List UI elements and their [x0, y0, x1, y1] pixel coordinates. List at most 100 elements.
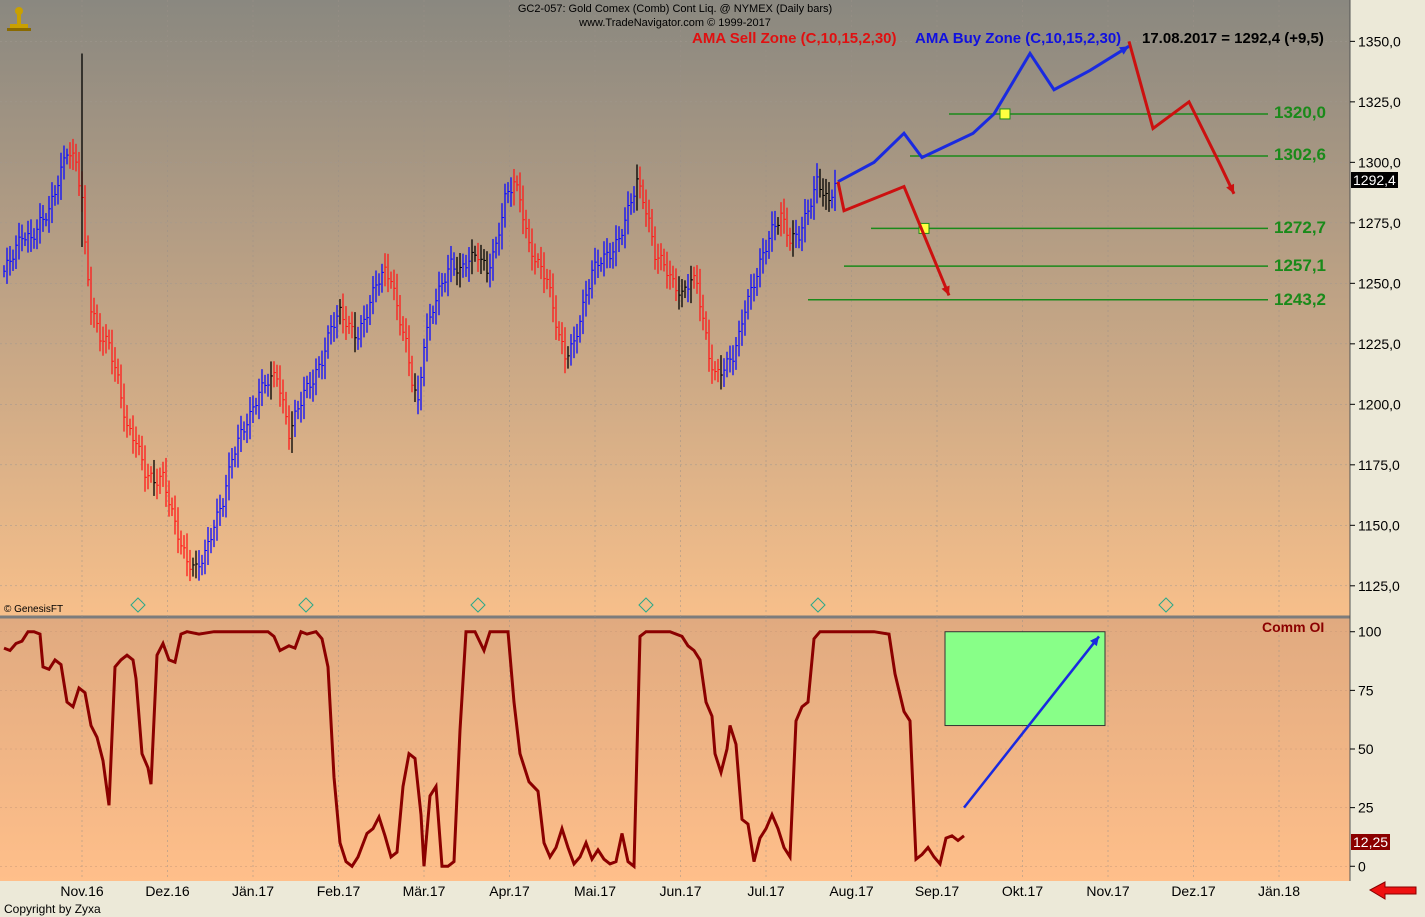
price-bar	[534, 243, 537, 275]
price-bar	[186, 533, 189, 577]
price-bar	[21, 224, 24, 252]
price-bar	[549, 269, 552, 298]
indicator-forecast-arrow	[963, 635, 1100, 809]
price-bar	[786, 207, 789, 247]
price-bar	[249, 397, 252, 440]
indicator-y-tick-label: 25	[1358, 800, 1374, 816]
price-bar	[387, 253, 390, 293]
price-bar	[624, 207, 627, 249]
price-bar	[30, 219, 33, 252]
price-bar	[420, 366, 423, 411]
price-bar	[339, 299, 342, 325]
x-tick-label: Okt.17	[1002, 883, 1043, 899]
indicator-line	[3, 629, 965, 870]
price-bar	[465, 254, 468, 277]
price-bar	[159, 467, 162, 494]
price-bar	[129, 418, 132, 436]
price-bar	[369, 295, 372, 326]
price-bar	[342, 293, 345, 334]
price-bar	[36, 219, 39, 250]
price-bar	[243, 421, 246, 441]
indicator-forecast-arrow-head	[1090, 636, 1099, 647]
price-bar	[699, 268, 702, 322]
price-bar	[657, 243, 660, 274]
price-bar	[588, 279, 591, 305]
price-bar	[825, 178, 828, 210]
price-bar	[42, 205, 45, 232]
price-bar	[156, 468, 159, 500]
price-bar	[639, 166, 642, 199]
price-bar	[264, 374, 267, 394]
price-bar	[135, 426, 138, 458]
price-bar	[555, 295, 558, 340]
price-bar	[384, 253, 387, 287]
y-tick-label: 1325,0	[1358, 94, 1401, 110]
r-marker-icon	[130, 597, 146, 613]
date-axis-bg	[0, 881, 1350, 917]
price-bar	[282, 379, 285, 414]
price-bar	[828, 182, 831, 212]
price-bar	[492, 238, 495, 281]
price-bar	[753, 273, 756, 302]
price-bar	[336, 305, 339, 339]
price-bar	[354, 312, 357, 353]
r-marker-icon	[470, 597, 486, 613]
price-bar	[567, 346, 570, 369]
price-bar	[804, 198, 807, 243]
price-bar	[393, 269, 396, 301]
scroll-right-arrow-icon[interactable]	[1368, 881, 1417, 900]
price-bar	[225, 474, 228, 518]
price-bar	[408, 325, 411, 377]
price-bar	[648, 199, 651, 233]
x-tick-label: Apr.17	[489, 883, 530, 899]
price-bar	[183, 535, 186, 559]
price-bar	[708, 319, 711, 372]
x-tick-label: Nov.16	[60, 883, 104, 899]
price-bar	[681, 279, 684, 308]
forecast-up-arrow	[837, 44, 1130, 184]
price-bar	[201, 554, 204, 576]
price-bar	[813, 176, 816, 220]
price-bar	[519, 172, 522, 213]
price-bar	[177, 507, 180, 554]
y-tick-label: 1150,0	[1358, 517, 1400, 533]
x-tick-label: Jul.17	[747, 883, 785, 899]
price-bar	[630, 193, 633, 215]
genesis-label: © GenesisFT	[4, 604, 64, 615]
price-bar	[9, 246, 12, 276]
price-bar	[234, 446, 237, 468]
price-bar	[144, 445, 147, 492]
price-bar	[231, 448, 234, 479]
price-bar	[792, 220, 795, 257]
price-bar	[435, 288, 438, 325]
y-tick-label: 1300,0	[1358, 154, 1401, 170]
price-bar	[609, 242, 612, 269]
price-bar	[816, 163, 819, 204]
price-bar	[294, 399, 297, 438]
price-bar	[642, 179, 645, 210]
price-bar	[771, 211, 774, 252]
price-bar	[561, 322, 564, 355]
price-bar	[807, 199, 810, 226]
price-bar	[111, 329, 114, 375]
price-bar	[99, 313, 102, 352]
price-bar	[192, 557, 195, 577]
level-lines	[808, 108, 1268, 301]
forecast-down-arrow	[1127, 40, 1236, 195]
level-label: 1272,7	[1274, 218, 1326, 237]
price-bar	[522, 185, 525, 235]
price-bar	[831, 189, 834, 209]
price-bar	[279, 365, 282, 407]
price-bar	[726, 351, 729, 378]
price-bar	[396, 273, 399, 321]
price-bar	[210, 527, 213, 554]
price-bar	[123, 383, 126, 432]
price-bar	[213, 519, 216, 548]
price-bar	[594, 247, 597, 285]
price-bar	[438, 271, 441, 316]
price-bar	[429, 303, 432, 341]
price-bar	[603, 241, 606, 277]
price-bar	[15, 235, 18, 270]
price-bar	[132, 415, 135, 454]
